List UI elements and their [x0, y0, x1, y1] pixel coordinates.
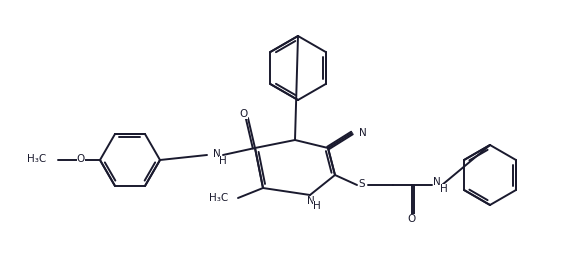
- Text: O: O: [77, 154, 85, 164]
- Text: H: H: [219, 156, 227, 166]
- Text: N: N: [307, 196, 315, 206]
- Text: O: O: [408, 214, 416, 224]
- Text: N: N: [433, 177, 441, 187]
- Text: H₃C: H₃C: [209, 193, 228, 203]
- Text: H: H: [313, 201, 321, 211]
- Text: N: N: [213, 149, 221, 159]
- Text: S: S: [358, 179, 365, 189]
- Text: H: H: [440, 184, 448, 194]
- Text: H₃C: H₃C: [27, 154, 46, 164]
- Text: N: N: [359, 128, 367, 138]
- Text: O: O: [240, 109, 248, 119]
